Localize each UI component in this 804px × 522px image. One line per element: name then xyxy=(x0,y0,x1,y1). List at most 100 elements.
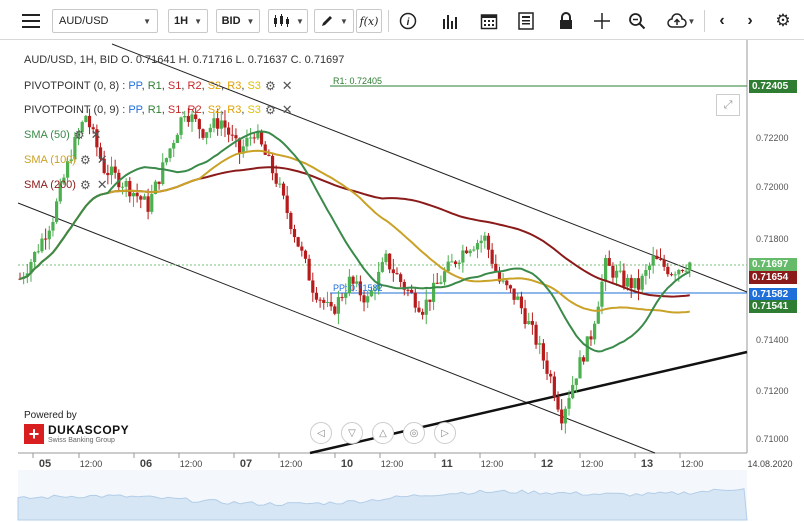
close-icon[interactable]: ✕ xyxy=(96,152,108,167)
candle-body xyxy=(461,250,465,263)
caret-down-icon: ▼ xyxy=(246,16,255,26)
candle-body xyxy=(197,119,201,130)
candle-body xyxy=(175,134,179,144)
candle-body xyxy=(512,288,516,300)
brand-title: DUKASCOPY xyxy=(48,423,130,437)
candle-body xyxy=(329,301,333,307)
chevron-left-icon[interactable]: ‹ xyxy=(712,9,732,33)
candle-body xyxy=(527,321,531,325)
lock-icon[interactable] xyxy=(556,9,576,33)
y-axis-label: 0.71800 xyxy=(756,234,789,244)
pivot-level-r3: R3 xyxy=(227,80,242,92)
close-icon[interactable]: ✕ xyxy=(281,102,293,117)
candle-body xyxy=(307,258,311,281)
lower-trendline[interactable] xyxy=(17,202,656,454)
close-icon[interactable]: ✕ xyxy=(90,127,102,142)
pivot-level-s1: S1 xyxy=(167,80,182,92)
price-chart[interactable]: R1: 0.72405 PP: 0.71582 05 12:00 06 12:00 07… xyxy=(0,40,804,522)
candle-body xyxy=(303,250,308,259)
timeframe-value: 1H xyxy=(174,15,189,27)
y-axis-label: 0.72000 xyxy=(756,182,789,192)
candle-body xyxy=(29,262,33,274)
news-icon[interactable] xyxy=(516,9,536,33)
gear-icon[interactable]: ⚙ xyxy=(264,103,276,117)
y-axis-label: 0.72200 xyxy=(756,133,789,143)
sma200-price-tag: 0.71654 xyxy=(749,271,797,284)
pivot1-levels: PP, R1, S1, R2, S2, R3, S3 xyxy=(128,80,261,92)
pp-line-label: PP: 0.71582 xyxy=(333,283,383,293)
expand-icon[interactable]: ⤢ xyxy=(716,94,740,116)
draw-tool-button[interactable]: ▼ xyxy=(314,9,354,33)
pivot-level-s1: S1 xyxy=(167,104,182,116)
r1-price-tag: 0.72405 xyxy=(749,80,797,93)
symbol-select[interactable]: AUD/USD ▼ xyxy=(52,9,158,33)
candle-body xyxy=(622,270,626,287)
close-icon[interactable]: ✕ xyxy=(281,78,293,93)
candle-body xyxy=(219,120,223,129)
upper-trendline[interactable] xyxy=(111,43,748,293)
candle-body xyxy=(658,259,663,261)
close-icon[interactable]: ✕ xyxy=(96,177,108,192)
pivot-legend-2: PIVOTPOINT (0, 9) : PP, R1, S1, R2, S2, … xyxy=(24,102,293,118)
chart-area[interactable]: R1: 0.72405 PP: 0.71582 05 12:00 06 12:00 07… xyxy=(0,40,804,522)
gear-icon[interactable]: ⚙ xyxy=(772,9,794,33)
candle-body xyxy=(680,269,685,272)
candle-body xyxy=(380,262,384,272)
candle-body xyxy=(633,278,637,289)
indicators-button[interactable]: f(x) xyxy=(356,9,382,33)
candle-body xyxy=(355,281,359,284)
candle-body xyxy=(241,146,245,154)
dukascopy-logo: Powered by + DUKASCOPY Swiss Banking Gro… xyxy=(24,410,129,444)
timeframe-select[interactable]: 1H ▼ xyxy=(168,9,208,33)
zoom-in-button[interactable]: △ xyxy=(372,422,394,444)
y-axis-label: 0.71000 xyxy=(756,434,789,444)
sma200-name: SMA (200) xyxy=(24,179,76,191)
volume-bars-icon[interactable] xyxy=(440,9,460,33)
menu-icon[interactable] xyxy=(18,9,44,33)
candle-body xyxy=(281,183,286,196)
candle-body xyxy=(556,396,560,410)
sma200-legend: SMA (200) ⚙ ✕ xyxy=(24,177,108,193)
reset-button[interactable]: ◎ xyxy=(403,422,425,444)
sma100-line xyxy=(19,149,690,314)
candle-body xyxy=(73,137,77,160)
chevron-right-icon[interactable]: › xyxy=(740,9,760,33)
candle-body xyxy=(183,116,187,118)
zoom-out-button[interactable]: ▽ xyxy=(341,422,363,444)
gear-icon[interactable]: ⚙ xyxy=(73,128,85,142)
x-axis-label: 06 xyxy=(140,458,152,470)
info-icon[interactable]: i xyxy=(398,9,418,33)
candle-body xyxy=(567,398,571,409)
candle-body xyxy=(395,273,399,275)
candle-body xyxy=(230,134,234,136)
candle-body xyxy=(347,276,351,294)
scroll-right-button[interactable]: ▷ xyxy=(434,422,456,444)
calendar-icon[interactable] xyxy=(478,9,500,33)
toolbar: AUD/USD ▼ 1H ▼ BID ▼ ▼ ▼ f(x) i ▼ ‹ xyxy=(0,0,804,40)
x-axis-label: 12:00 xyxy=(280,459,303,469)
chart-type-button[interactable]: ▼ xyxy=(268,9,308,33)
candle-body xyxy=(421,311,425,315)
pivot2-sep: : xyxy=(119,104,129,116)
candle-body xyxy=(373,289,377,291)
candle-body xyxy=(614,270,619,278)
candles-icon xyxy=(274,14,290,27)
caret-down-icon: ▼ xyxy=(296,16,304,26)
candle-body xyxy=(62,177,66,184)
scroll-left-button[interactable]: ◁ xyxy=(310,422,332,444)
plot-area xyxy=(18,40,747,453)
candle-body xyxy=(468,250,472,254)
candle-body xyxy=(336,297,341,314)
zoom-icon[interactable] xyxy=(626,9,648,33)
candle-body xyxy=(186,116,190,122)
gear-icon[interactable]: ⚙ xyxy=(264,79,276,93)
cloud-upload-icon[interactable]: ▼ xyxy=(666,9,696,33)
gear-icon[interactable]: ⚙ xyxy=(79,153,91,167)
x-axis-label: 05 xyxy=(39,458,51,470)
gear-icon[interactable]: ⚙ xyxy=(79,178,91,192)
price-type-select[interactable]: BID ▼ xyxy=(216,9,260,33)
candle-body xyxy=(252,137,256,139)
candle-body xyxy=(164,158,168,163)
crosshair-icon[interactable] xyxy=(592,9,612,33)
candle-body xyxy=(80,122,84,133)
